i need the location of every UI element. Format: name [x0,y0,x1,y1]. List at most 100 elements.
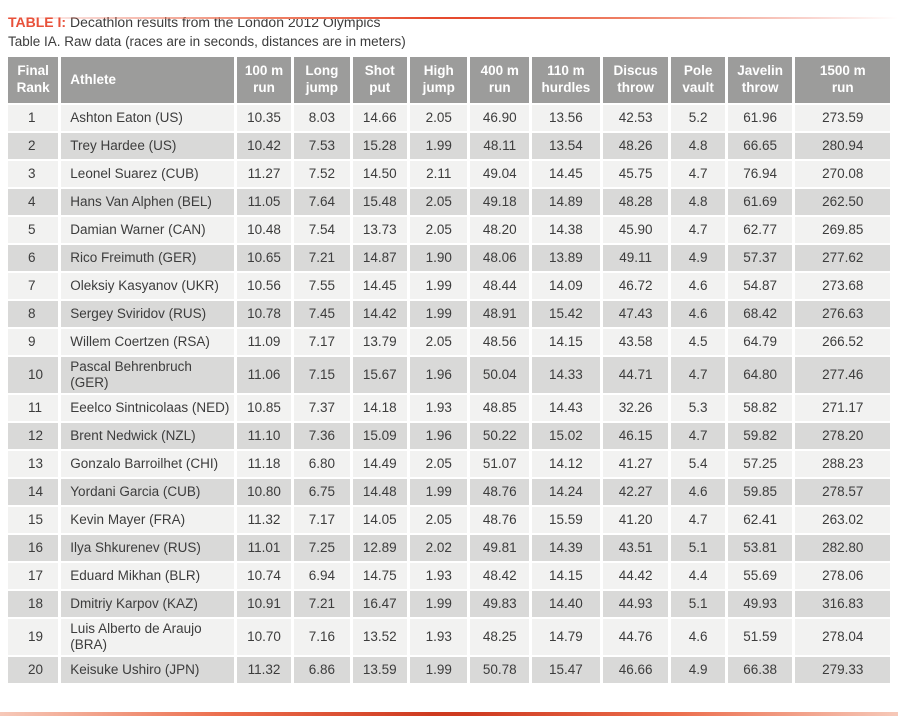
value-cell-hurdles110: 15.59 [532,506,600,533]
value-cell-javelin: 49.93 [727,590,793,617]
value-cell-run100: 10.78 [236,301,292,328]
value-cell-longjump: 7.36 [294,422,350,449]
value-cell-hurdles110: 14.43 [532,394,600,421]
athlete-cell: Damian Warner (CAN) [61,217,234,244]
value-cell-javelin: 51.59 [727,618,793,655]
value-cell-polevault: 4.9 [671,245,725,272]
value-cell-discus: 42.53 [602,105,669,132]
athlete-cell: Dmitriy Karpov (KAZ) [61,590,234,617]
rank-cell: 8 [8,301,59,328]
athlete-cell: Trey Hardee (US) [61,133,234,160]
value-cell-shotput: 15.28 [352,133,407,160]
value-cell-polevault: 4.6 [671,618,725,655]
value-cell-run400: 48.56 [470,329,529,356]
value-cell-run1500: 278.06 [795,562,890,589]
value-cell-run1500: 277.62 [795,245,890,272]
value-cell-longjump: 7.17 [294,506,350,533]
table-body: 1 Ashton Eaton (US) 10.35 8.03 14.66 2.05 46.9… [8,105,890,683]
value-cell-discus: 44.71 [602,357,669,393]
rank-cell: 19 [8,618,59,655]
athlete-cell: Ashton Eaton (US) [61,105,234,132]
value-cell-shotput: 14.75 [352,562,407,589]
value-cell-run400: 48.11 [470,133,529,160]
value-cell-run100: 10.70 [236,618,292,655]
rank-cell: 6 [8,245,59,272]
value-cell-discus: 45.90 [602,217,669,244]
athlete-cell: Luis Alberto de Araujo (BRA) [61,618,234,655]
table-row: 12 Brent Nedwick (NZL) 11.10 7.36 15.09 1.96 5… [8,422,890,449]
rank-cell: 11 [8,394,59,421]
value-cell-highjump: 1.93 [410,562,468,589]
value-cell-run400: 48.76 [470,478,529,505]
value-cell-shotput: 13.59 [352,656,407,683]
athlete-cell: Oleksiy Kasyanov (UKR) [61,273,234,300]
value-cell-highjump: 1.96 [410,422,468,449]
value-cell-longjump: 7.37 [294,394,350,421]
table-row: 6 Rico Freimuth (GER) 10.65 7.21 14.87 1.90 48… [8,245,890,272]
value-cell-highjump: 1.99 [410,478,468,505]
value-cell-polevault: 5.4 [671,450,725,477]
value-cell-run400: 48.42 [470,562,529,589]
value-cell-discus: 44.93 [602,590,669,617]
table-row: 16 Ilya Shkurenev (RUS) 11.01 7.25 12.89 2.02… [8,534,890,561]
table-row: 8 Sergey Sviridov (RUS) 10.78 7.45 14.42 1.99… [8,301,890,328]
value-cell-discus: 43.58 [602,329,669,356]
table-row: 4 Hans Van Alphen (BEL) 11.05 7.64 15.48 2.05… [8,189,890,216]
value-cell-shotput: 14.66 [352,105,407,132]
value-cell-shotput: 13.73 [352,217,407,244]
value-cell-run100: 10.65 [236,245,292,272]
rank-cell: 16 [8,534,59,561]
value-cell-polevault: 4.7 [671,357,725,393]
value-cell-highjump: 1.99 [410,590,468,617]
header-cell-hurdles110: 110 m hurdles [532,57,600,104]
value-cell-shotput: 14.49 [352,450,407,477]
table-row: 14 Yordani Garcia (CUB) 10.80 6.75 14.48 1.99… [8,478,890,505]
value-cell-shotput: 13.79 [352,329,407,356]
value-cell-run400: 51.07 [470,450,529,477]
value-cell-run1500: 266.52 [795,329,890,356]
table-row: 9 Willem Coertzen (RSA) 11.09 7.17 13.79 2.05… [8,329,890,356]
value-cell-longjump: 7.53 [294,133,350,160]
value-cell-javelin: 66.65 [727,133,793,160]
value-cell-highjump: 2.05 [410,450,468,477]
value-cell-run100: 11.10 [236,422,292,449]
value-cell-run1500: 269.85 [795,217,890,244]
value-cell-highjump: 1.93 [410,394,468,421]
value-cell-run100: 10.85 [236,394,292,421]
value-cell-polevault: 4.7 [671,506,725,533]
value-cell-hurdles110: 14.39 [532,534,600,561]
rank-cell: 14 [8,478,59,505]
value-cell-javelin: 54.87 [727,273,793,300]
value-cell-run400: 48.85 [470,394,529,421]
value-cell-longjump: 7.15 [294,357,350,393]
value-cell-run400: 49.04 [470,161,529,188]
value-cell-shotput: 14.48 [352,478,407,505]
value-cell-javelin: 68.42 [727,301,793,328]
rank-cell: 10 [8,357,59,393]
value-cell-run100: 10.42 [236,133,292,160]
header-cell-javelin: Javelin throw [727,57,793,104]
athlete-cell: Gonzalo Barroilhet (CHI) [61,450,234,477]
value-cell-run400: 46.90 [470,105,529,132]
value-cell-shotput: 12.89 [352,534,407,561]
value-cell-polevault: 4.8 [671,189,725,216]
value-cell-run100: 11.06 [236,357,292,393]
value-cell-discus: 44.76 [602,618,669,655]
value-cell-javelin: 64.80 [727,357,793,393]
rank-cell: 1 [8,105,59,132]
value-cell-run1500: 271.17 [795,394,890,421]
value-cell-shotput: 16.47 [352,590,407,617]
value-cell-hurdles110: 14.33 [532,357,600,393]
value-cell-discus: 48.26 [602,133,669,160]
value-cell-run100: 10.91 [236,590,292,617]
value-cell-run100: 10.35 [236,105,292,132]
value-cell-shotput: 14.50 [352,161,407,188]
decathlon-results-table: Final Rank Athlete 100 m run Long jump Shot … [5,55,893,685]
value-cell-run100: 11.05 [236,189,292,216]
value-cell-run400: 49.18 [470,189,529,216]
value-cell-hurdles110: 14.15 [532,329,600,356]
table-row: 19 Luis Alberto de Araujo (BRA) 10.70 7.16 1… [8,618,890,655]
value-cell-run1500: 282.80 [795,534,890,561]
value-cell-polevault: 4.7 [671,161,725,188]
athlete-cell: Eduard Mikhan (BLR) [61,562,234,589]
